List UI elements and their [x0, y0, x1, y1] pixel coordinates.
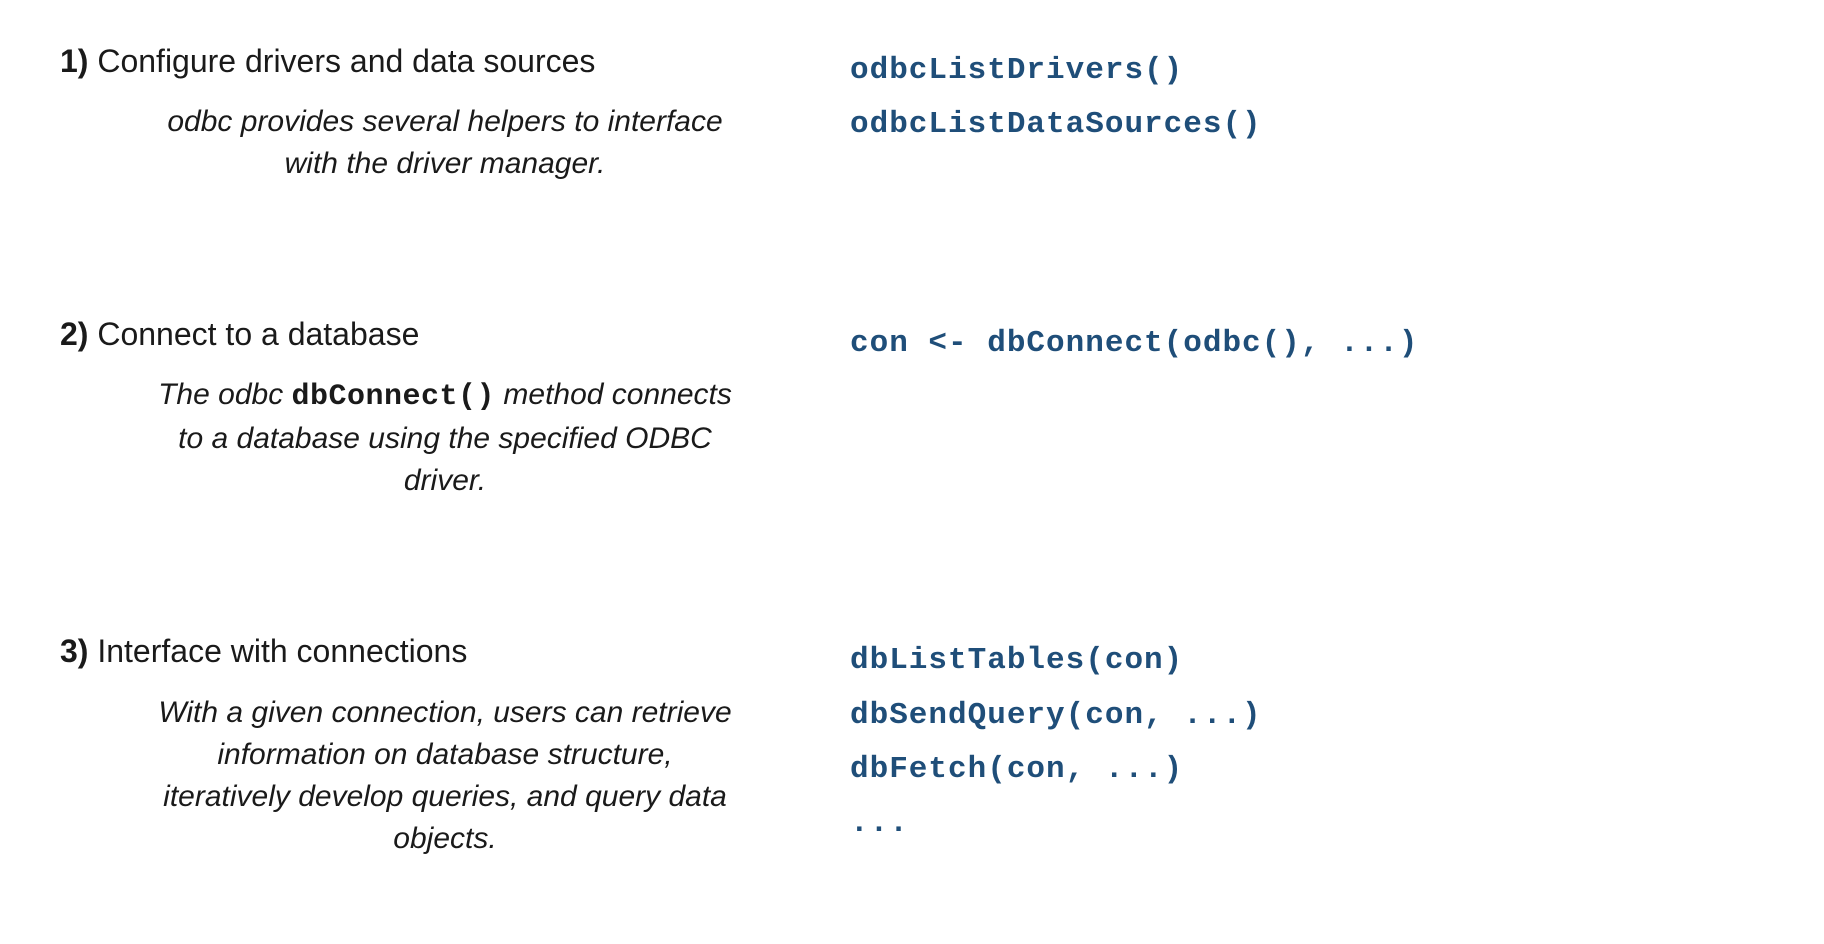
code-line: ...: [850, 797, 1764, 851]
step-3-title-text: Interface with connections: [97, 633, 467, 669]
step-2-title-text: Connect to a database: [97, 316, 419, 352]
code-line: con <- dbConnect(odbc(), ...): [850, 317, 1764, 371]
code-line: dbListTables(con): [850, 634, 1764, 688]
step-2-desc-pre: The odbc: [158, 378, 291, 411]
step-3-number: 3): [60, 633, 88, 669]
step-3-code: dbListTables(con) dbSendQuery(con, ...) …: [850, 630, 1764, 851]
code-line: dbSendQuery(con, ...): [850, 689, 1764, 743]
step-row-1: 1) Configure drivers and data sources od…: [60, 40, 1764, 185]
step-row-3: 3) Interface with connections With a giv…: [60, 630, 1764, 859]
step-2-code: con <- dbConnect(odbc(), ...): [850, 313, 1764, 371]
step-1-desc-text: odbc provides several helpers to interfa…: [167, 105, 722, 180]
step-1-desc: odbc provides several helpers to interfa…: [60, 101, 830, 185]
step-2-left: 2) Connect to a database The odbc dbConn…: [60, 313, 850, 502]
step-1-code: odbcListDrivers() odbcListDataSources(): [850, 40, 1764, 153]
code-line: odbcListDataSources(): [850, 98, 1764, 152]
page: 1) Configure drivers and data sources od…: [0, 0, 1824, 944]
step-1-number: 1): [60, 43, 88, 79]
step-2-number: 2): [60, 316, 88, 352]
step-1-left: 1) Configure drivers and data sources od…: [60, 40, 850, 185]
code-line: dbFetch(con, ...): [850, 743, 1764, 797]
step-1-title: 1) Configure drivers and data sources: [60, 40, 830, 83]
step-2-desc-mono: dbConnect(): [292, 380, 496, 414]
code-line: odbcListDrivers(): [850, 44, 1764, 98]
step-2-desc: The odbc dbConnect() method connects to …: [60, 374, 830, 502]
step-3-desc-text: With a given connection, users can retri…: [158, 696, 731, 855]
step-3-title: 3) Interface with connections: [60, 630, 830, 673]
step-row-2: 2) Connect to a database The odbc dbConn…: [60, 313, 1764, 502]
step-1-title-text: Configure drivers and data sources: [97, 43, 595, 79]
step-2-title: 2) Connect to a database: [60, 313, 830, 356]
step-3-left: 3) Interface with connections With a giv…: [60, 630, 850, 859]
step-3-desc: With a given connection, users can retri…: [60, 692, 830, 860]
